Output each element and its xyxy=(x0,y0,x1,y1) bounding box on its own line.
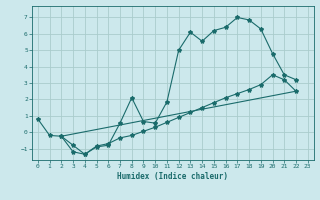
X-axis label: Humidex (Indice chaleur): Humidex (Indice chaleur) xyxy=(117,172,228,181)
